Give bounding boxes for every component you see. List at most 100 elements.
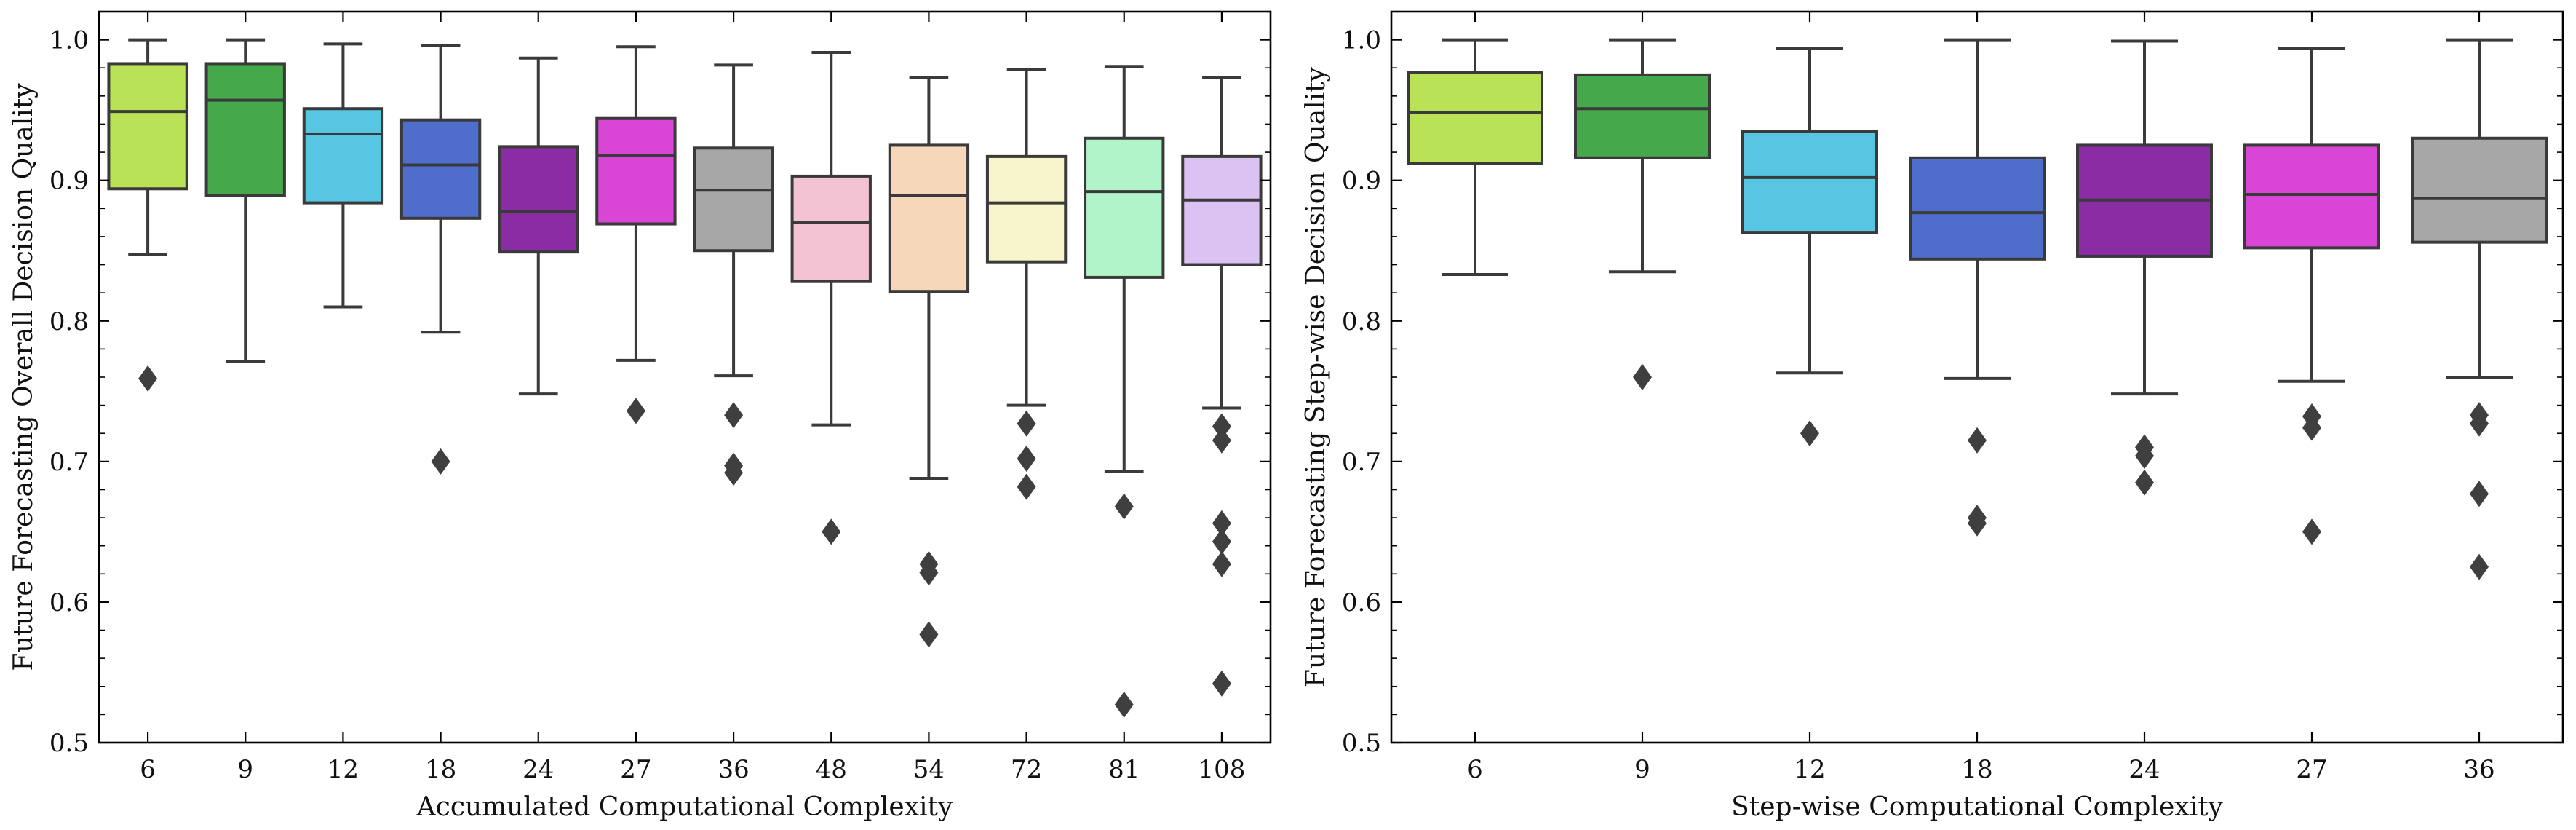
box-iqr [302, 107, 384, 205]
box-iqr [1407, 71, 1543, 165]
box-group-9 [1574, 38, 1711, 390]
outlier-marker [626, 398, 645, 424]
box-iqr [2411, 136, 2548, 244]
x-tick-label: 36 [717, 755, 749, 784]
box-group-24 [498, 56, 579, 396]
box-iqr [1741, 130, 1878, 234]
box-group-27 [595, 45, 677, 424]
outlier-marker [1114, 691, 1134, 718]
outlier-marker [1212, 670, 1231, 697]
outlier-marker [919, 621, 939, 648]
box-iqr [399, 118, 482, 220]
x-tick-label: 27 [2296, 755, 2327, 784]
outlier-marker [1114, 493, 1134, 520]
y-tick-label: 0.9 [1342, 167, 1381, 196]
outlier-marker [724, 402, 744, 429]
x-tick-label: 24 [522, 755, 554, 784]
x-tick-label: 6 [140, 755, 156, 784]
box-group-27 [2243, 47, 2380, 545]
outlier-marker [431, 448, 450, 475]
box-group-36 [2411, 38, 2548, 580]
x-tick-label: 81 [1108, 755, 1140, 784]
outlier-marker [138, 365, 158, 392]
x-tick-label: 9 [237, 755, 253, 784]
x-tick-label: 18 [1961, 755, 1992, 784]
box-iqr [693, 146, 774, 253]
y-tick-label: 0.8 [49, 307, 89, 336]
box-group-24 [2076, 39, 2213, 496]
y-tick-label: 0.7 [1342, 448, 1381, 477]
x-tick-label: 27 [620, 755, 651, 784]
box-group-36 [693, 63, 774, 486]
y-axis-label: Future Forecasting Overall Decision Qual… [9, 83, 39, 671]
y-tick-label: 0.5 [49, 729, 89, 758]
box-iqr [595, 116, 677, 226]
box-group-12 [302, 42, 384, 309]
box-group-6 [107, 38, 188, 392]
box-iqr [888, 143, 970, 293]
y-tick-label: 0.8 [1342, 307, 1381, 336]
x-tick-label: 54 [913, 755, 945, 784]
x-tick-label: 12 [1794, 755, 1825, 784]
outlier-marker [1017, 410, 1036, 437]
y-tick-label: 1.0 [1342, 26, 1381, 55]
outlier-marker [1968, 427, 1987, 454]
x-tick-label: 18 [425, 755, 456, 784]
box-group-72 [985, 68, 1068, 500]
y-tick-label: 0.7 [49, 448, 89, 477]
x-tick-label: 72 [1011, 755, 1042, 784]
box-iqr [204, 62, 286, 197]
outlier-marker [1800, 420, 1819, 447]
box-iqr [498, 145, 579, 254]
x-tick-label: 36 [2463, 755, 2494, 784]
y-tick-label: 1.0 [49, 26, 89, 55]
outlier-marker [2470, 410, 2489, 437]
box-group-54 [888, 76, 970, 648]
outlier-marker [2470, 481, 2489, 507]
box-group-9 [204, 38, 286, 363]
outlier-marker [1212, 427, 1231, 454]
outlier-marker [1017, 445, 1036, 472]
outlier-marker [1212, 510, 1231, 537]
box-iqr [985, 154, 1068, 264]
box-iqr [107, 62, 188, 191]
box-group-18 [1909, 38, 2046, 537]
outlier-marker [2470, 553, 2489, 580]
outlier-marker [1212, 550, 1231, 577]
x-tick-label: 24 [2128, 755, 2160, 784]
box-iqr [1574, 73, 1711, 159]
outlier-marker [1212, 413, 1231, 440]
x-axis-label: Step-wise Computational Complexity [1731, 792, 2223, 822]
y-tick-label: 0.6 [1342, 588, 1381, 617]
outlier-marker [919, 559, 939, 586]
outlier-marker [2135, 443, 2154, 470]
x-tick-label: 12 [327, 755, 359, 784]
box-group-48 [790, 50, 872, 545]
box-group-108 [1181, 76, 1263, 697]
box-group-12 [1741, 47, 1878, 447]
outlier-marker [2302, 414, 2321, 441]
left-boxplot-panel: 0.5 0.6 0.7 0.8 0.9 1.0 6 9 12 18 24 27 36 48 54 72 81 10… [9, 10, 1272, 822]
box-group-81 [1084, 65, 1165, 718]
box-group-18 [399, 44, 482, 475]
outlier-marker [2302, 518, 2321, 545]
outlier-marker [2135, 469, 2154, 496]
box-group-6 [1407, 38, 1543, 277]
box-iqr [790, 174, 872, 283]
y-tick-label: 0.9 [49, 167, 89, 196]
outlier-marker [1968, 510, 1987, 537]
y-tick-label: 0.6 [49, 588, 89, 617]
x-tick-label: 9 [1634, 755, 1650, 784]
box-iqr [1909, 156, 2046, 261]
outlier-marker [822, 518, 841, 545]
right-boxplot-panel: 0.5 0.6 0.7 0.8 0.9 1.0 6 9 12 18 24 27 36 Step-wise … [1301, 10, 2564, 822]
x-tick-label: 108 [1198, 755, 1245, 784]
x-axis-label: Accumulated Computational Complexity [416, 792, 953, 822]
box-iqr [1181, 154, 1263, 266]
y-axis-label: Future Forecasting Step-wise Decision Qu… [1301, 66, 1331, 687]
box-iqr [1084, 136, 1165, 279]
y-tick-label: 0.5 [1342, 729, 1381, 758]
outlier-marker [1017, 473, 1036, 500]
outlier-marker [1212, 528, 1231, 555]
